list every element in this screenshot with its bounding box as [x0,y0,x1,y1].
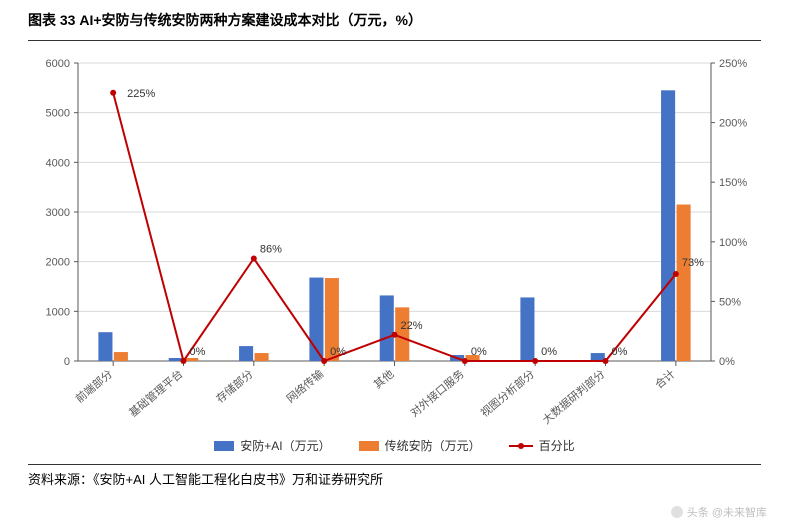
svg-text:4000: 4000 [46,157,70,169]
svg-text:150%: 150% [719,177,747,189]
svg-text:86%: 86% [260,243,282,255]
svg-text:存储部分: 存储部分 [213,367,256,406]
svg-text:0: 0 [64,356,70,368]
svg-text:22%: 22% [401,320,423,332]
combo-chart: 0 1000 2000 3000 4000 5000 6000 0% 50% 100% 150% 20… [28,53,761,433]
svg-text:2000: 2000 [46,257,70,269]
legend-swatch-bar1 [214,441,234,451]
svg-text:6000: 6000 [46,58,70,70]
watermark: 头条 @未来智库 [671,504,767,520]
legend-item-bar1: 安防+AI（万元） [214,437,330,454]
svg-text:100%: 100% [719,237,747,249]
svg-text:5000: 5000 [46,108,70,120]
legend-swatch-line [509,445,533,447]
legend-swatch-bar2 [359,441,379,451]
svg-text:250%: 250% [719,58,747,70]
svg-text:视图分析部分: 视图分析部分 [478,367,538,420]
svg-text:合计: 合计 [652,367,678,392]
legend-item-bar2: 传统安防（万元） [359,437,481,454]
source-label: 资料来源：《安防+AI 人工智能工程化白皮书》万和证券研究所 [0,465,789,488]
legend-label-line: 百分比 [539,437,575,454]
svg-text:0%: 0% [541,346,557,358]
legend-label-bar1: 安防+AI（万元） [240,437,330,454]
svg-text:大数据研判部分: 大数据研判部分 [539,367,607,427]
svg-text:225%: 225% [127,88,155,100]
svg-text:1000: 1000 [46,306,70,318]
chart-container: 0 1000 2000 3000 4000 5000 6000 0% 50% 100% 150% 20… [28,53,761,433]
svg-text:0%: 0% [190,346,206,358]
svg-text:其他: 其他 [371,367,396,391]
title-divider [28,40,761,41]
svg-text:50%: 50% [719,296,741,308]
svg-text:0%: 0% [719,356,735,368]
svg-text:3000: 3000 [46,207,70,219]
legend-label-bar2: 传统安防（万元） [385,437,481,454]
legend: 安防+AI（万元） 传统安防（万元） 百分比 [0,437,789,454]
svg-text:73%: 73% [682,257,704,269]
legend-item-line: 百分比 [509,437,575,454]
svg-text:基础管理平台: 基础管理平台 [126,367,186,420]
svg-text:0%: 0% [612,346,628,358]
svg-text:200%: 200% [719,118,747,130]
page-title: 图表 33 AI+安防与传统安防两种方案建设成本对比（万元，%） [28,12,422,28]
watermark-icon [671,506,683,518]
svg-text:对外接口服务: 对外接口服务 [407,367,467,420]
svg-text:0%: 0% [330,346,346,358]
svg-text:0%: 0% [471,346,487,358]
svg-text:网络传输: 网络传输 [283,367,326,406]
watermark-text: 头条 @未来智库 [687,504,767,520]
svg-text:前端部分: 前端部分 [72,367,115,406]
